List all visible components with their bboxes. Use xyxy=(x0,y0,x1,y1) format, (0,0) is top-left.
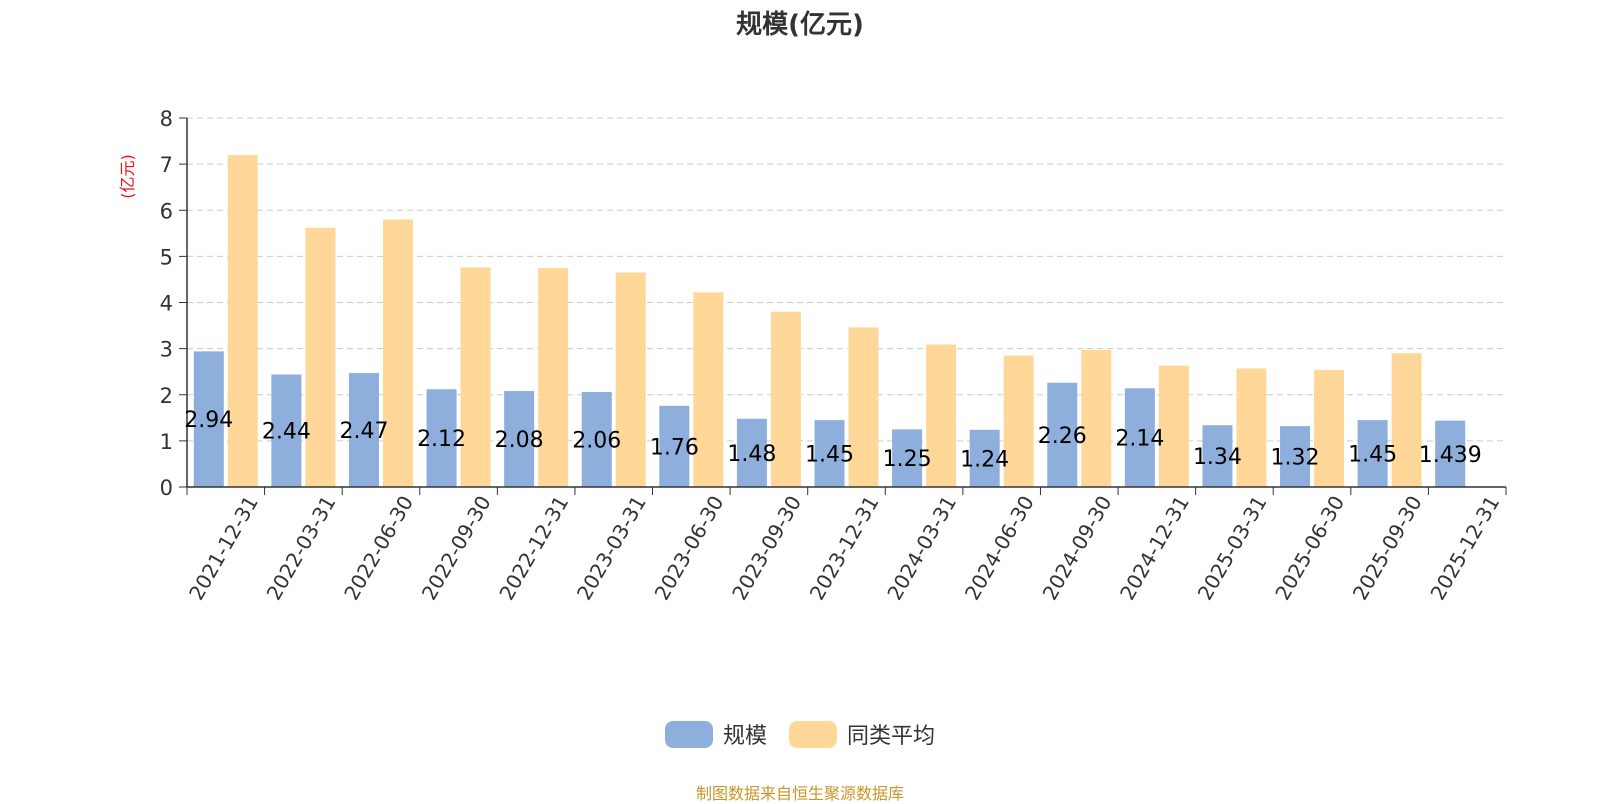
y-tick-label: 4 xyxy=(160,292,173,316)
data-label-scale: 2.44 xyxy=(262,420,311,445)
data-label-scale: 1.45 xyxy=(805,443,854,468)
x-tick-label: 2022-06-30 xyxy=(339,492,418,605)
data-label-scale: 1.45 xyxy=(1348,443,1397,468)
bar-peer-average xyxy=(1236,368,1267,487)
bar-scale xyxy=(892,429,923,487)
data-label-scale: 1.48 xyxy=(727,442,776,467)
bar-peer-average xyxy=(848,327,879,487)
bar-scale xyxy=(969,429,1000,487)
data-label-scale: 2.14 xyxy=(1115,427,1164,452)
bar-peer-average xyxy=(382,219,413,487)
x-tick-label: 2024-12-31 xyxy=(1115,492,1194,605)
bar-scale xyxy=(1124,388,1155,487)
y-tick-label: 2 xyxy=(160,384,173,408)
x-tick-label: 2024-03-31 xyxy=(882,492,961,605)
bar-peer-average xyxy=(305,227,336,487)
y-tick-label: 3 xyxy=(160,338,173,362)
x-tick-label: 2023-03-31 xyxy=(572,492,651,605)
y-tick-label: 7 xyxy=(160,153,173,177)
y-tick-label: 8 xyxy=(160,107,173,131)
x-tick-label: 2023-09-30 xyxy=(727,492,806,605)
bar-scale xyxy=(193,351,224,487)
bar-peer-average xyxy=(615,272,646,487)
legend: 规模 同类平均 xyxy=(0,718,1600,750)
data-label-scale: 2.06 xyxy=(572,428,621,453)
chart-title: 规模(亿元) xyxy=(736,10,864,40)
x-tick-label: 2024-09-30 xyxy=(1037,492,1116,605)
x-tick-label: 2025-09-30 xyxy=(1348,492,1427,605)
x-tick-label: 2025-03-31 xyxy=(1193,492,1272,605)
x-tick-label: 2021-12-31 xyxy=(184,492,263,605)
data-label-scale: 1.34 xyxy=(1193,445,1242,470)
bar-scale xyxy=(348,373,379,487)
bar-scale xyxy=(659,405,690,487)
bar-scale xyxy=(1435,420,1466,487)
legend-label-scale: 规模 xyxy=(722,724,767,749)
data-label-scale: 1.32 xyxy=(1271,446,1320,471)
x-tick-label: 2025-12-31 xyxy=(1425,492,1504,605)
data-label-scale: 2.08 xyxy=(495,428,544,453)
data-label-scale: 2.26 xyxy=(1038,424,1087,449)
x-tick-label: 2023-12-31 xyxy=(805,492,884,605)
y-tick-label: 0 xyxy=(160,476,173,500)
bars xyxy=(193,154,1466,487)
bar-peer-average xyxy=(538,267,569,487)
legend-label-peer-average: 同类平均 xyxy=(847,724,936,749)
bar-peer-average xyxy=(460,267,491,487)
bar-peer-average xyxy=(1314,369,1345,487)
x-tick-label: 2022-12-31 xyxy=(494,492,573,605)
bar-peer-average xyxy=(227,154,258,487)
legend-item-scale[interactable]: 规模 xyxy=(664,718,767,750)
bar-peer-average xyxy=(1158,365,1189,487)
x-tick-label: 2023-06-30 xyxy=(650,492,729,605)
data-label-scale: 1.76 xyxy=(650,435,699,460)
data-label-scale: 2.47 xyxy=(339,419,388,444)
data-label-scale: 1.24 xyxy=(960,447,1009,472)
legend-item-peer-average[interactable]: 同类平均 xyxy=(789,718,935,750)
bar-scale xyxy=(1280,426,1311,487)
source-note: 制图数据来自恒生聚源数据库 xyxy=(695,784,904,803)
bar-scale xyxy=(581,391,612,487)
x-tick-label: 2025-06-30 xyxy=(1270,492,1349,605)
bar-peer-average xyxy=(1003,355,1034,487)
x-tick-label: 2022-03-31 xyxy=(262,492,341,605)
bar-scale xyxy=(1357,420,1388,487)
bar-scale xyxy=(271,374,302,487)
data-labels: 2.94 2.44 2.47 2.12 2.08 2.06 1.76 1.48 1.45 1.25… xyxy=(184,408,1481,472)
bar-scale xyxy=(814,420,845,487)
y-tick-label: 5 xyxy=(160,245,173,269)
bar-peer-average xyxy=(1081,350,1112,487)
bar-scale xyxy=(504,391,535,487)
data-label-scale: 2.12 xyxy=(417,427,466,452)
legend-swatch-peer-average xyxy=(789,720,837,748)
bar-peer-average xyxy=(770,311,801,487)
bar-peer-average xyxy=(1391,353,1422,487)
x-tick-label: 2024-06-30 xyxy=(960,492,1039,605)
bar-scale xyxy=(736,418,767,487)
data-label-scale: 2.94 xyxy=(184,408,233,433)
bar-scale xyxy=(1202,425,1233,487)
bar-peer-average xyxy=(693,292,724,487)
bar-scale xyxy=(1047,382,1078,487)
y-axis-label: (亿元) xyxy=(118,154,137,199)
y-tick-label: 1 xyxy=(160,430,173,454)
legend-swatch-scale xyxy=(664,720,713,748)
data-label-scale: 1.25 xyxy=(883,447,932,472)
bar-scale xyxy=(426,389,457,487)
x-tick-label: 2022-09-30 xyxy=(417,492,496,605)
y-tick-label: 6 xyxy=(160,199,173,223)
bar-peer-average xyxy=(926,344,957,487)
data-label-scale: 1.439 xyxy=(1419,443,1482,468)
